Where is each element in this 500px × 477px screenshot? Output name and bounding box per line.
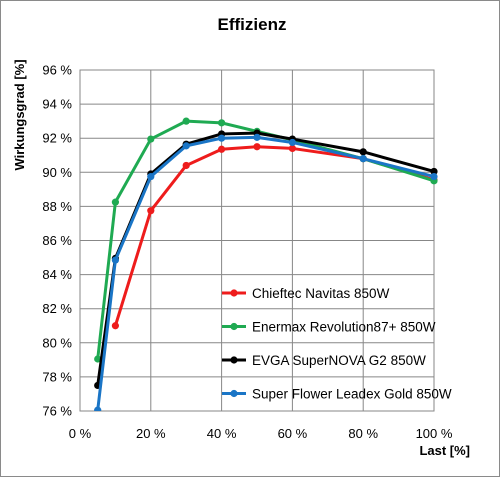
data-point — [94, 355, 102, 363]
data-point — [182, 142, 190, 150]
y-tick-label: 84 % — [42, 267, 72, 282]
legend-label: Super Flower Leadex Gold 850W — [252, 387, 452, 402]
data-point — [218, 119, 226, 127]
legend-item: EVGA SuperNOVA G2 850W — [222, 353, 426, 368]
legend-label: Enermax Revolution87+ 850W — [252, 320, 436, 335]
data-point — [111, 198, 119, 206]
legend-marker — [230, 289, 238, 297]
data-point — [288, 144, 296, 153]
data-point — [111, 256, 119, 264]
x-tick-label: 0 % — [69, 426, 92, 441]
legend-label: EVGA SuperNOVA G2 850W — [252, 353, 426, 368]
legend-marker — [230, 322, 238, 331]
legend: Chieftec Navitas 850W Enermax Revolution8… — [222, 286, 452, 402]
data-point — [147, 135, 155, 143]
legend-marker — [230, 389, 238, 398]
y-tick-label: 86 % — [42, 233, 72, 248]
y-tick-label: 76 % — [42, 404, 72, 419]
series-line — [96, 131, 435, 386]
series-2 — [94, 129, 438, 390]
data-point — [430, 167, 438, 176]
plot-border — [79, 69, 435, 412]
data-point — [182, 161, 190, 170]
series-lines — [94, 117, 438, 411]
y-tick-label: 92 % — [42, 131, 72, 146]
legend-marker — [230, 356, 238, 364]
data-point — [147, 207, 155, 215]
data-point — [288, 138, 296, 147]
y-tick-label: 96 % — [42, 63, 72, 78]
x-tick-label: 80 % — [348, 426, 378, 441]
series-3 — [94, 133, 438, 411]
data-point — [147, 172, 155, 181]
data-point — [253, 143, 261, 151]
data-point — [94, 406, 102, 411]
tick-labels: 76 % 78 % 80 % 82 % 84 % 86 % 88 % 90 % 92 % 94 %… — [42, 63, 453, 442]
chart-title: Effizienz — [218, 15, 287, 34]
legend-item: Enermax Revolution87+ 850W — [222, 320, 436, 335]
y-tick-label: 90 % — [42, 165, 72, 180]
data-point — [111, 322, 119, 330]
legend-item: Chieftec Navitas 850W — [222, 286, 390, 301]
data-point — [430, 172, 438, 181]
plot-area — [79, 69, 435, 412]
legend-label: Chieftec Navitas 850W — [252, 286, 390, 301]
x-tick-label: 20 % — [136, 426, 166, 441]
x-axis-label: Last [%] — [419, 443, 470, 458]
y-tick-label: 78 % — [42, 369, 72, 384]
data-point — [182, 117, 190, 125]
series-0 — [111, 143, 438, 330]
data-point — [359, 155, 367, 163]
y-tick-label: 94 % — [42, 97, 72, 112]
y-tick-label: 88 % — [42, 199, 72, 214]
y-tick-label: 82 % — [42, 301, 72, 316]
legend-item: Super Flower Leadex Gold 850W — [222, 387, 452, 402]
data-point — [218, 134, 226, 142]
data-point — [218, 145, 226, 153]
x-tick-label: 40 % — [207, 426, 237, 441]
x-tick-label: 100 % — [416, 426, 453, 441]
y-tick-label: 80 % — [42, 335, 72, 350]
data-point — [253, 133, 261, 141]
data-point — [359, 148, 367, 156]
x-tick-label: 60 % — [278, 426, 308, 441]
y-axis-label: Wirkungsgrad [%] — [12, 59, 27, 170]
